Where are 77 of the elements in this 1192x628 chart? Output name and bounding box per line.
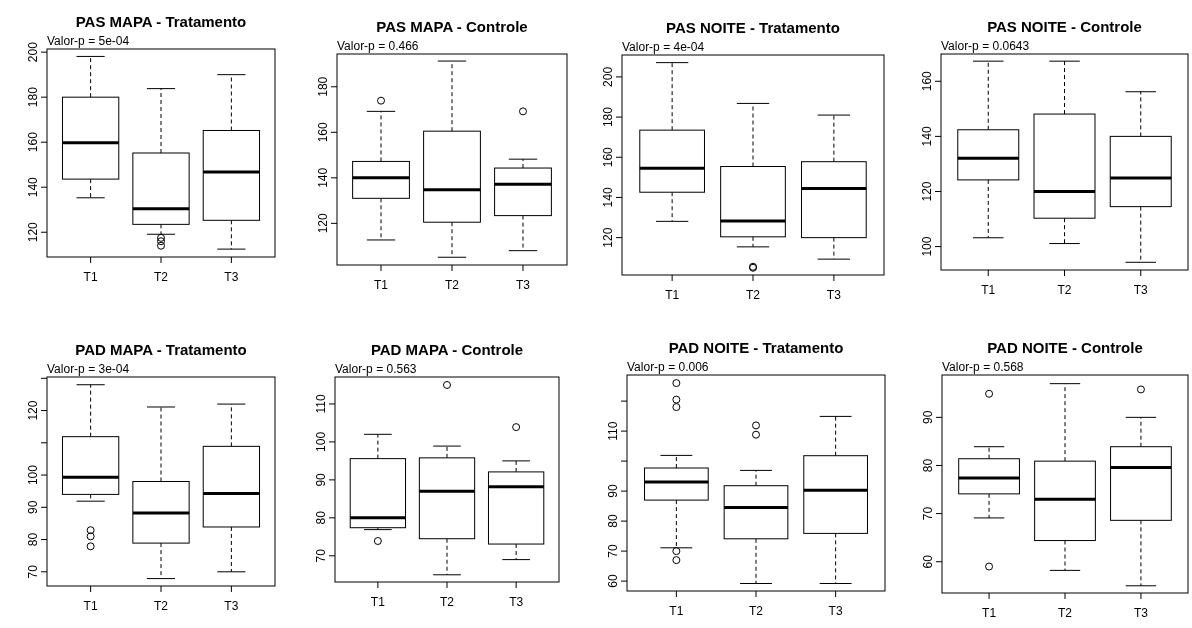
chart-title: PAS NOITE - Controle [987,18,1142,35]
y-tick-label: 80 [26,532,40,547]
x-tick-label: T1 [981,283,996,297]
x-tick-label: T3 [1133,606,1149,620]
x-tick-label: T3 [509,595,524,609]
y-tick-label: 80 [921,458,935,473]
y-tick-label: 120 [316,213,330,234]
chart-title: PAD MAPA - Controle [370,341,524,358]
y-tick-label: 90 [606,484,620,498]
chart-subtitle: Valor-p = 0.563 [335,362,417,376]
y-tick-label: 140 [316,167,330,188]
x-tick-label: T1 [370,595,386,609]
chart-title: PAD NOITE - Controle [987,339,1143,356]
x-tick-label: T2 [1057,606,1073,620]
x-tick-label: T1 [982,606,997,620]
y-tick-label: 120 [26,221,40,243]
x-tick-label: T2 [439,595,455,609]
x-tick-label: T3 [224,270,239,284]
chart-subtitle: Valor-p = 5e-04 [47,34,130,48]
y-tick-label: 180 [316,76,330,97]
y-tick-label: 120 [26,400,40,421]
y-tick-label: 80 [314,510,328,525]
y-tick-label: 140 [601,187,615,208]
y-tick-label: 160 [601,146,615,168]
y-tick-label: 70 [921,506,935,521]
y-tick-label: 180 [601,106,615,128]
y-tick-label: 100 [314,431,328,452]
chart-title: PAD NOITE - Tratamento [668,339,844,356]
chart-subtitle: Valor-p = 0.466 [337,39,419,53]
x-tick-label: T1 [374,278,389,292]
chart-title: PAS MAPA - Tratamento [75,13,247,30]
y-tick-label: 120 [601,227,615,248]
x-tick-label: T2 [1057,283,1072,297]
x-tick-label: T1 [83,270,98,284]
y-tick-label: 160 [26,131,40,153]
y-tick-label: 70 [606,544,620,558]
x-tick-label: T2 [745,288,761,302]
y-tick-label: 60 [606,574,620,588]
x-tick-label: T2 [153,599,169,613]
y-tick-label: 80 [606,514,620,528]
x-tick-label: T3 [224,599,239,613]
y-tick-label: 200 [601,66,615,87]
y-tick-label: 140 [920,126,934,147]
chart-subtitle: Valor-p = 0.0643 [941,39,1030,53]
x-tick-label: T2 [153,270,169,284]
y-tick-label: 160 [316,121,330,143]
y-tick-label: 100 [26,464,40,486]
chart-title: PAS MAPA - Controle [376,18,528,35]
chart-title: PAS NOITE - Tratamento [666,19,840,36]
x-tick-label: T1 [665,288,680,302]
y-tick-label: 70 [26,564,40,579]
y-tick-label: 120 [920,181,934,202]
x-tick-label: T1 [669,604,684,618]
chart-subtitle: Valor-p = 3e-04 [47,362,130,376]
y-tick-label: 110 [606,421,620,441]
x-tick-label: T3 [1133,283,1149,297]
y-tick-label: 110 [314,394,328,414]
y-tick-label: 100 [920,236,934,257]
chart-subtitle: Valor-p = 4e-04 [622,40,705,54]
y-tick-label: 70 [314,548,328,563]
y-tick-label: 90 [26,500,40,514]
x-tick-label: T2 [444,278,460,292]
y-tick-label: 60 [921,554,935,569]
y-tick-label: 90 [921,410,935,425]
y-tick-label: 140 [26,176,40,198]
y-tick-label: 200 [26,41,40,63]
y-tick-label: 90 [314,472,328,487]
x-tick-label: T3 [828,604,843,618]
x-tick-label: T2 [748,604,764,618]
x-tick-label: T3 [515,278,531,292]
chart-title: PAD MAPA - Tratamento [75,341,247,358]
y-tick-label: 160 [920,70,934,92]
chart-subtitle: Valor-p = 0.006 [627,360,709,374]
y-tick-label: 180 [26,86,40,108]
chart-subtitle: Valor-p = 0.568 [942,360,1024,374]
x-tick-label: T1 [83,599,98,613]
x-tick-label: T3 [826,288,842,302]
